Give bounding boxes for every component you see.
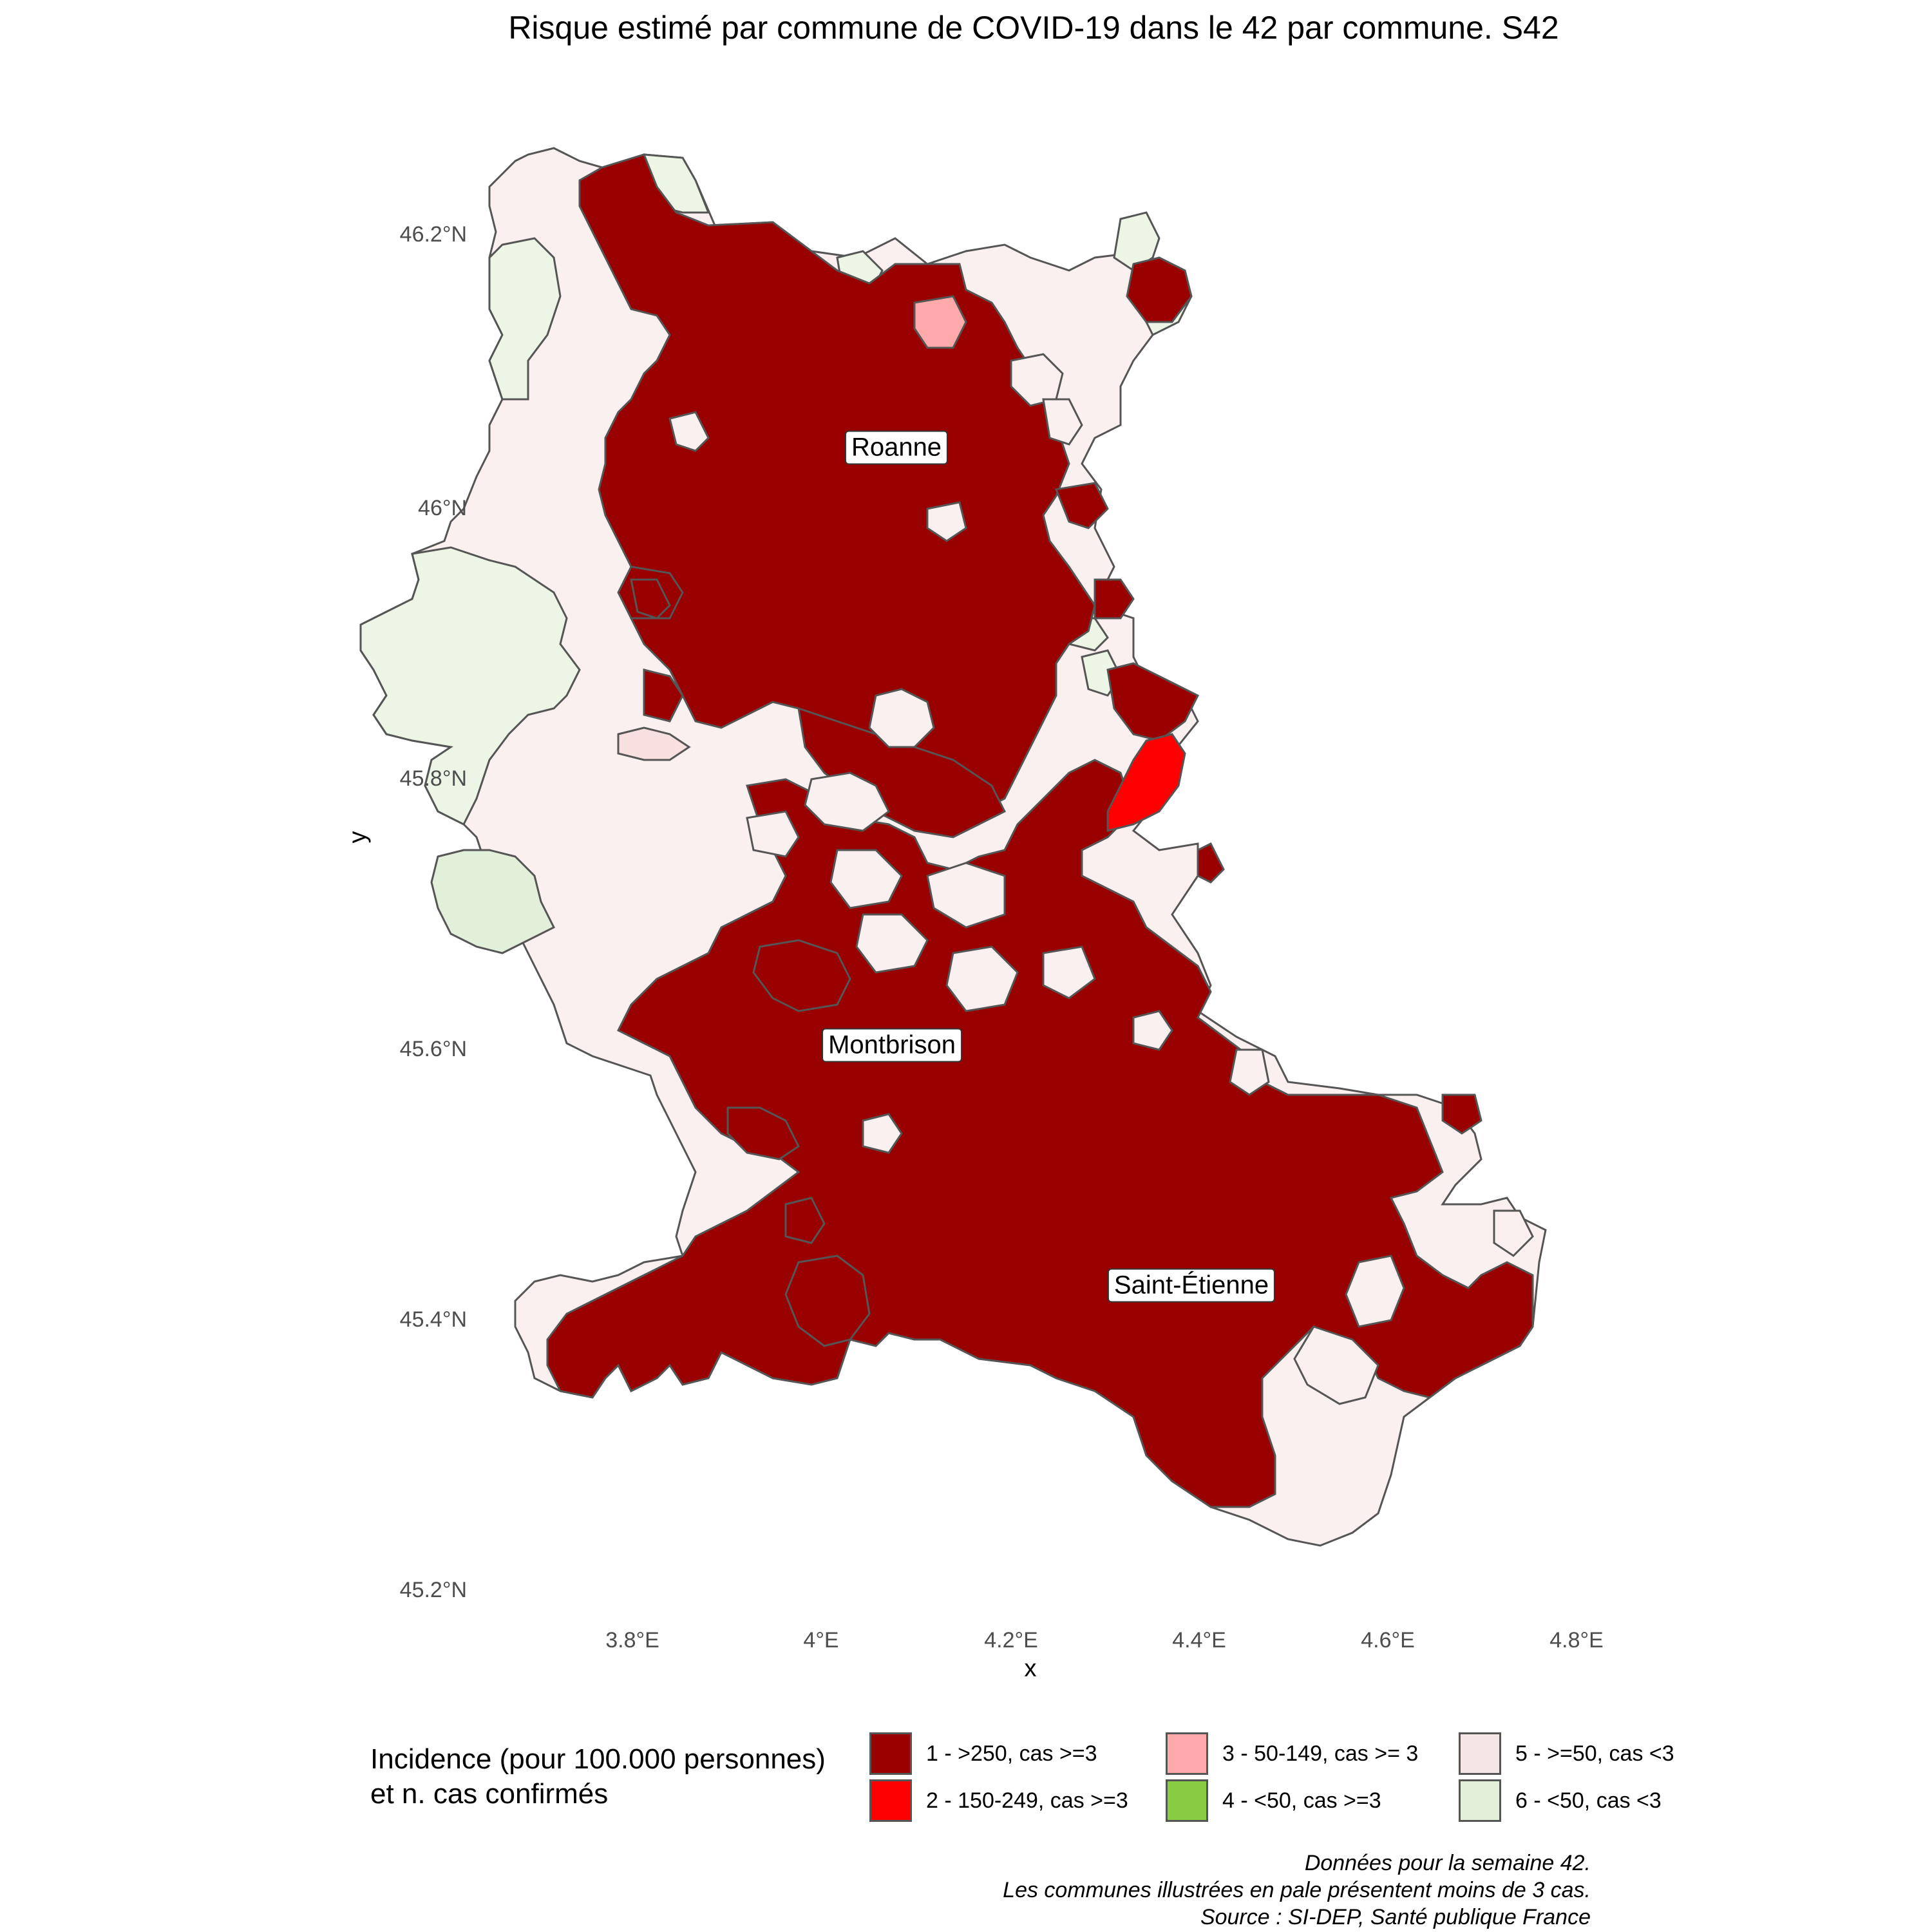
- legend-item: 1 - >250, cas >=3: [869, 1732, 1097, 1775]
- category-1-small: [630, 578, 1482, 1135]
- island-17: [862, 1113, 903, 1154]
- island-3: [1042, 398, 1083, 446]
- x-tick-label: 4.6°E: [1361, 1628, 1415, 1653]
- area-east-a: [1054, 482, 1109, 529]
- legend-label: 5 - >=50, cas <3: [1515, 1741, 1674, 1766]
- area-east-c: [1106, 662, 1200, 742]
- x-tick-label: 4.4°E: [1172, 1628, 1226, 1653]
- caption-line: Source : SI-DEP, Santé publique France: [1200, 1905, 1591, 1929]
- area-west-d: [726, 1106, 800, 1160]
- patch-mid-east: [1197, 842, 1225, 884]
- city-label-montbrison: Montbrison: [822, 1028, 962, 1063]
- legend-title-line: et n. cas confirmés: [370, 1778, 609, 1810]
- legend-label: 3 - 50-149, cas >= 3: [1222, 1741, 1419, 1766]
- area-category-2: [1106, 733, 1186, 832]
- area-south-leg: [784, 1255, 871, 1347]
- island-14: [1345, 1255, 1405, 1328]
- x-tick-label: 3.8°E: [605, 1628, 659, 1653]
- category-5-islands: [668, 353, 1534, 1405]
- island-8: [926, 862, 1006, 929]
- legend-item: 5 - >=50, cas <3: [1459, 1732, 1674, 1775]
- legend-label: 1 - >250, cas >=3: [926, 1741, 1097, 1766]
- city-label-roanne: Roanne: [844, 430, 949, 465]
- area-east-b: [1094, 578, 1135, 620]
- legend-swatch: [869, 1732, 912, 1775]
- legend-title: Incidence (pour 100.000 personnes) et n.…: [370, 1742, 826, 1812]
- area-west-c: [752, 939, 851, 1012]
- island-4: [668, 411, 710, 452]
- area-pale-pink-west: [617, 726, 691, 761]
- y-tick-label: 45.2°N: [399, 1578, 467, 1602]
- caption: Données pour la semaine 42. Les communes…: [1003, 1850, 1591, 1931]
- area-southwest-tip: [784, 1197, 826, 1244]
- island-9: [855, 913, 929, 974]
- area-pale-green-north2: [488, 237, 562, 401]
- caption-line: Les communes illustrées en pale présente…: [1003, 1878, 1591, 1902]
- island-11: [1042, 945, 1096, 999]
- legend-item: 4 - <50, cas >=3: [1166, 1779, 1381, 1822]
- city-label-saint-etienne: Saint-Étienne: [1107, 1268, 1276, 1303]
- x-tick-label: 4.2°E: [984, 1628, 1038, 1653]
- area-northeast-block: [1126, 256, 1193, 323]
- caption-line: Données pour la semaine 42.: [1304, 1851, 1591, 1875]
- x-tick-label: 4.8°E: [1549, 1628, 1604, 1653]
- area-green-southwest: [430, 849, 556, 954]
- legend-label: 6 - <50, cas <3: [1515, 1788, 1662, 1813]
- island-1: [926, 501, 967, 542]
- island-18: [746, 810, 800, 858]
- area-pale-green-west: [359, 546, 581, 826]
- patch-se-corner: [1441, 1094, 1482, 1135]
- area-pale-green-northeast: [1113, 211, 1160, 272]
- island-15: [1293, 1325, 1379, 1405]
- legend-swatch: [1166, 1732, 1208, 1775]
- patch-nw: [630, 578, 671, 620]
- area-category-3: [913, 295, 967, 349]
- island-13: [1229, 1048, 1270, 1096]
- legend-label: 2 - 150-249, cas >=3: [926, 1788, 1128, 1813]
- legend-swatch: [1459, 1779, 1501, 1822]
- legend-swatch: [1166, 1779, 1208, 1822]
- y-tick-label: 45.4°N: [399, 1307, 467, 1332]
- island-16: [1493, 1209, 1534, 1257]
- legend-item: 2 - 150-249, cas >=3: [869, 1779, 1128, 1822]
- y-tick-label: 46°N: [418, 496, 467, 520]
- island-10: [945, 945, 1019, 1012]
- y-tick-label: 45.8°N: [399, 766, 467, 791]
- legend-swatch: [869, 1779, 912, 1822]
- legend-item: 6 - <50, cas <3: [1459, 1779, 1662, 1822]
- legend-swatch: [1459, 1732, 1501, 1775]
- y-axis-title: y: [344, 831, 372, 844]
- legend-title-line: Incidence (pour 100.000 personnes): [370, 1743, 826, 1775]
- chart-title: Risque estimé par commune de COVID-19 da…: [508, 10, 1559, 46]
- island-12: [1132, 1010, 1173, 1051]
- x-tick-label: 4°E: [803, 1628, 839, 1653]
- x-axis-title: x: [1024, 1655, 1037, 1682]
- legend-item: 3 - 50-149, cas >= 3: [1166, 1732, 1418, 1775]
- y-tick-label: 46.2°N: [399, 222, 467, 247]
- area-west-b: [643, 668, 684, 723]
- island-6: [804, 772, 890, 832]
- island-7: [829, 849, 903, 909]
- legend-label: 4 - <50, cas >=3: [1222, 1788, 1381, 1813]
- island-5: [868, 688, 935, 748]
- y-tick-label: 45.6°N: [399, 1037, 467, 1061]
